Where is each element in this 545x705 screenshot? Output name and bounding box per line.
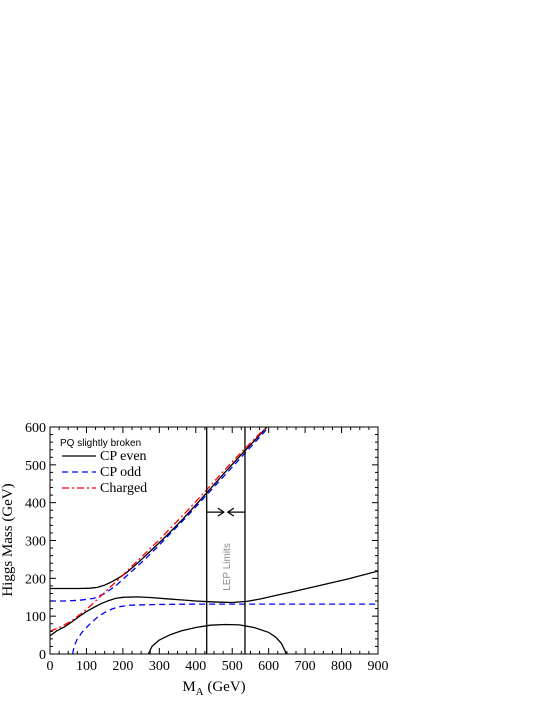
y-tick-label: 200 <box>25 572 46 587</box>
x-tick-label: 700 <box>295 659 316 674</box>
legend-title: PQ slightly broken <box>60 438 141 449</box>
legend-entry-label: CP odd <box>100 465 141 480</box>
series-cp-odd-4 <box>71 603 378 654</box>
series-cp-even-0 <box>50 596 233 637</box>
series-layer <box>50 427 378 654</box>
lep-limit-lines <box>206 427 246 654</box>
x-tick-label: 0 <box>47 659 54 674</box>
x-tick-label: 500 <box>222 659 243 674</box>
x-tick-label: 900 <box>368 659 389 674</box>
ticks <box>49 426 379 655</box>
series-cp-odd-5 <box>50 427 270 602</box>
x-axis-title-sub: A <box>196 686 204 698</box>
legend-entry-label: Charged <box>100 481 147 496</box>
legend-entry-label: CP even <box>100 449 147 464</box>
series-cp-even-3 <box>147 623 287 654</box>
x-tick-label: 600 <box>258 659 279 674</box>
arrow-left-head <box>226 507 235 517</box>
x-axis-title-main: M <box>182 679 195 695</box>
y-tick-label: 400 <box>25 497 46 512</box>
x-axis-title: MA (GeV) <box>182 679 245 698</box>
x-tick-label: 400 <box>185 659 206 674</box>
y-axis-title: Higgs Mass (GeV) <box>0 483 16 596</box>
x-tick-label: 200 <box>112 659 133 674</box>
lep-limits-label: LEP Limits <box>222 543 233 591</box>
y-tick-label: 0 <box>39 648 46 663</box>
x-tick-label: 300 <box>149 659 170 674</box>
y-tick-label: 500 <box>25 459 46 474</box>
y-tick-label: 100 <box>25 610 46 625</box>
x-tick-label: 800 <box>331 659 352 674</box>
series-cp-even-2 <box>232 570 378 604</box>
y-tick-label: 300 <box>25 535 46 550</box>
tick-labels: 0 100 200 300 400 500 600 700 800 900 0 100 200 300 40… <box>25 421 389 674</box>
series-charged-6 <box>50 427 269 632</box>
x-tick-label: 100 <box>76 659 97 674</box>
y-tick-label: 600 <box>25 421 46 436</box>
arrow-right-head <box>217 507 225 517</box>
x-axis-title-unit: (GeV) <box>204 679 246 695</box>
series-cp-even-1 <box>50 427 268 590</box>
lep-limits-annotation: LEP Limits <box>206 507 245 591</box>
